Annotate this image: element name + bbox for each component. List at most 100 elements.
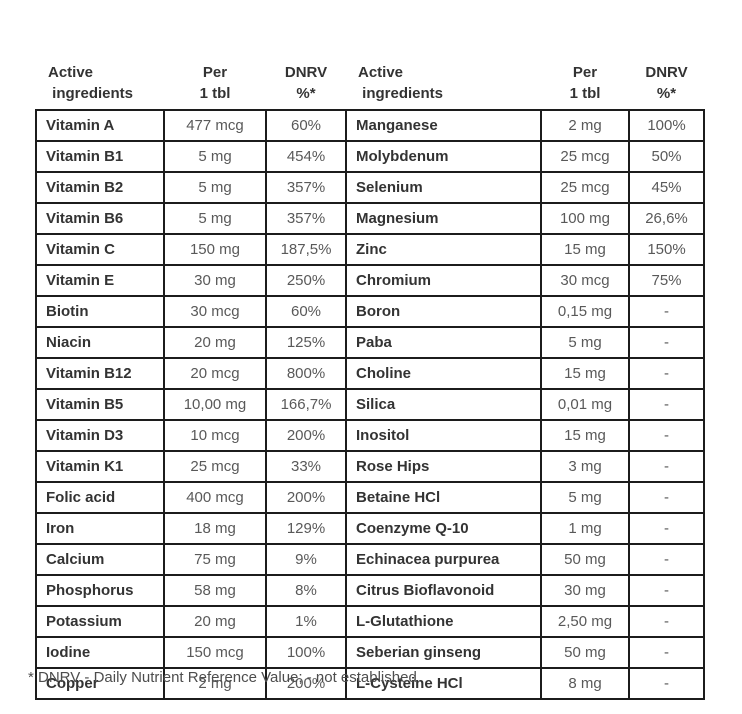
per-amount-cell: 5 mg bbox=[163, 202, 267, 235]
column-header-dnrv-left: DNRV %* bbox=[284, 64, 328, 102]
per-amount-cell: 30 mcg bbox=[163, 295, 267, 328]
supplement-facts-table: Active ingredients Per 1 tbl DNRV %* Act… bbox=[35, 62, 705, 700]
column-header-per-1tbl-right: Per 1 tbl bbox=[569, 64, 601, 102]
per-amount-cell: 20 mg bbox=[163, 605, 267, 638]
table-row: Vitamin A 477 mcg 60% Manganese 2 mg 100% bbox=[35, 109, 705, 142]
dnrv-cell: - bbox=[628, 543, 705, 576]
per-amount-cell: 5 mg bbox=[163, 171, 267, 204]
header-row: Active ingredients Per 1 tbl DNRV %* Act… bbox=[36, 62, 704, 110]
ingredient-name-cell: Coenzyme Q-10 bbox=[345, 512, 542, 545]
ingredient-name-cell: Vitamin C bbox=[35, 233, 165, 266]
table-row: Vitamin B1 5 mg 454% Molybdenum 25 mcg 50% bbox=[35, 140, 705, 173]
table-row: Vitamin B5 10,00 mg 166,7% Silica 0,01 mg - bbox=[35, 388, 705, 421]
dnrv-cell: - bbox=[628, 388, 705, 421]
dnrv-cell: - bbox=[628, 667, 705, 700]
per-amount-cell: 2,50 mg bbox=[540, 605, 630, 638]
ingredient-name-cell: Paba bbox=[345, 326, 542, 359]
dnrv-cell: - bbox=[628, 481, 705, 514]
table-row: Vitamin C 150 mg 187,5% Zinc 15 mg 150% bbox=[35, 233, 705, 266]
ingredient-name-cell: Silica bbox=[345, 388, 542, 421]
per-amount-cell: 15 mg bbox=[540, 233, 630, 266]
dnrv-cell: 50% bbox=[628, 140, 705, 173]
per-amount-cell: 5 mg bbox=[540, 326, 630, 359]
per-amount-cell: 20 mg bbox=[163, 326, 267, 359]
ingredient-name-cell: Manganese bbox=[345, 109, 542, 142]
table-row: Biotin 30 mcg 60% Boron 0,15 mg - bbox=[35, 295, 705, 328]
per-amount-cell: 50 mg bbox=[540, 543, 630, 576]
ingredient-name-cell: Chromium bbox=[345, 264, 542, 297]
ingredient-name-cell: Folic acid bbox=[35, 481, 165, 514]
per-amount-cell: 75 mg bbox=[163, 543, 267, 576]
dnrv-cell: 200% bbox=[265, 419, 347, 452]
per-amount-cell: 3 mg bbox=[540, 450, 630, 483]
ingredient-name-cell: Iodine bbox=[35, 636, 165, 669]
ingredient-name-cell: L-Glutathione bbox=[345, 605, 542, 638]
table-row: Phosphorus 58 mg 8% Citrus Bioflavonoid 30 m… bbox=[35, 574, 705, 607]
ingredient-name-cell: Magnesium bbox=[345, 202, 542, 235]
ingredient-name-cell: Copper bbox=[35, 667, 165, 700]
dnrv-cell: 357% bbox=[265, 171, 347, 204]
per-amount-cell: 5 mg bbox=[540, 481, 630, 514]
ingredient-name-cell: Phosphorus bbox=[35, 574, 165, 607]
per-amount-cell: 25 mcg bbox=[540, 140, 630, 173]
per-amount-cell: 400 mcg bbox=[163, 481, 267, 514]
dnrv-cell: - bbox=[628, 636, 705, 669]
ingredient-name-cell: Vitamin D3 bbox=[35, 419, 165, 452]
dnrv-cell: 60% bbox=[265, 109, 347, 142]
dnrv-cell: 100% bbox=[628, 109, 705, 142]
dnrv-cell: - bbox=[628, 419, 705, 452]
table-body: Vitamin A 477 mcg 60% Manganese 2 mg 100% Vita… bbox=[35, 109, 705, 700]
per-amount-cell: 0,01 mg bbox=[540, 388, 630, 421]
per-amount-cell: 20 mcg bbox=[163, 357, 267, 390]
ingredient-name-cell: Boron bbox=[345, 295, 542, 328]
dnrv-cell: 250% bbox=[265, 264, 347, 297]
per-amount-cell: 25 mcg bbox=[163, 450, 267, 483]
per-amount-cell: 10,00 mg bbox=[163, 388, 267, 421]
table-row: Vitamin K1 25 mcg 33% Rose Hips 3 mg - bbox=[35, 450, 705, 483]
ingredient-name-cell: Calcium bbox=[35, 543, 165, 576]
dnrv-cell: 45% bbox=[628, 171, 705, 204]
per-amount-cell: 30 mg bbox=[540, 574, 630, 607]
per-amount-cell: 25 mcg bbox=[540, 171, 630, 204]
ingredient-name-cell: Vitamin B1 bbox=[35, 140, 165, 173]
table-row: Vitamin B2 5 mg 357% Selenium 25 mcg 45% bbox=[35, 171, 705, 204]
dnrv-cell: - bbox=[628, 450, 705, 483]
per-amount-cell: 30 mcg bbox=[540, 264, 630, 297]
table-row: Niacin 20 mg 125% Paba 5 mg - bbox=[35, 326, 705, 359]
per-amount-cell: 5 mg bbox=[163, 140, 267, 173]
footnote: * DNRV - Daily Nutrient Reference Value;… bbox=[28, 669, 417, 686]
table-header: Active ingredients Per 1 tbl DNRV %* Act… bbox=[36, 62, 704, 110]
dnrv-cell: 800% bbox=[265, 357, 347, 390]
per-amount-cell: 100 mg bbox=[540, 202, 630, 235]
dnrv-cell: 1% bbox=[265, 605, 347, 638]
dnrv-cell: - bbox=[628, 574, 705, 607]
ingredient-name-cell: Selenium bbox=[345, 171, 542, 204]
table-row: Vitamin D3 10 mcg 200% Inositol 15 mg - bbox=[35, 419, 705, 452]
dnrv-cell: 60% bbox=[265, 295, 347, 328]
ingredient-name-cell: Vitamin B12 bbox=[35, 357, 165, 390]
ingredient-name-cell: Vitamin A bbox=[35, 109, 165, 142]
ingredient-name-cell: Potassium bbox=[35, 605, 165, 638]
ingredient-name-cell: Choline bbox=[345, 357, 542, 390]
dnrv-cell: - bbox=[628, 326, 705, 359]
dnrv-cell: 100% bbox=[265, 636, 347, 669]
table-row: Iron 18 mg 129% Coenzyme Q-10 1 mg - bbox=[35, 512, 705, 545]
ingredient-name-cell: Iron bbox=[35, 512, 165, 545]
per-amount-cell: 15 mg bbox=[540, 419, 630, 452]
dnrv-cell: 9% bbox=[265, 543, 347, 576]
column-header-dnrv-right: DNRV %* bbox=[645, 64, 688, 102]
ingredient-name-cell: Vitamin B5 bbox=[35, 388, 165, 421]
per-amount-cell: 10 mcg bbox=[163, 419, 267, 452]
nutrition-table: Active ingredients Per 1 tbl DNRV %* Act… bbox=[35, 62, 705, 700]
table-row: Iodine 150 mcg 100% Seberian ginseng 50 mg - bbox=[35, 636, 705, 669]
per-amount-cell: 150 mcg bbox=[163, 636, 267, 669]
column-header-per-1tbl-left: Per 1 tbl bbox=[199, 64, 231, 102]
per-amount-cell: 1 mg bbox=[540, 512, 630, 545]
dnrv-cell: - bbox=[628, 357, 705, 390]
ingredient-name-cell: Citrus Bioflavonoid bbox=[345, 574, 542, 607]
dnrv-cell: 200% bbox=[265, 667, 347, 700]
dnrv-cell: - bbox=[628, 512, 705, 545]
per-amount-cell: 2 mg bbox=[540, 109, 630, 142]
column-header-active-ingredients-left: Active ingredients bbox=[48, 64, 134, 102]
